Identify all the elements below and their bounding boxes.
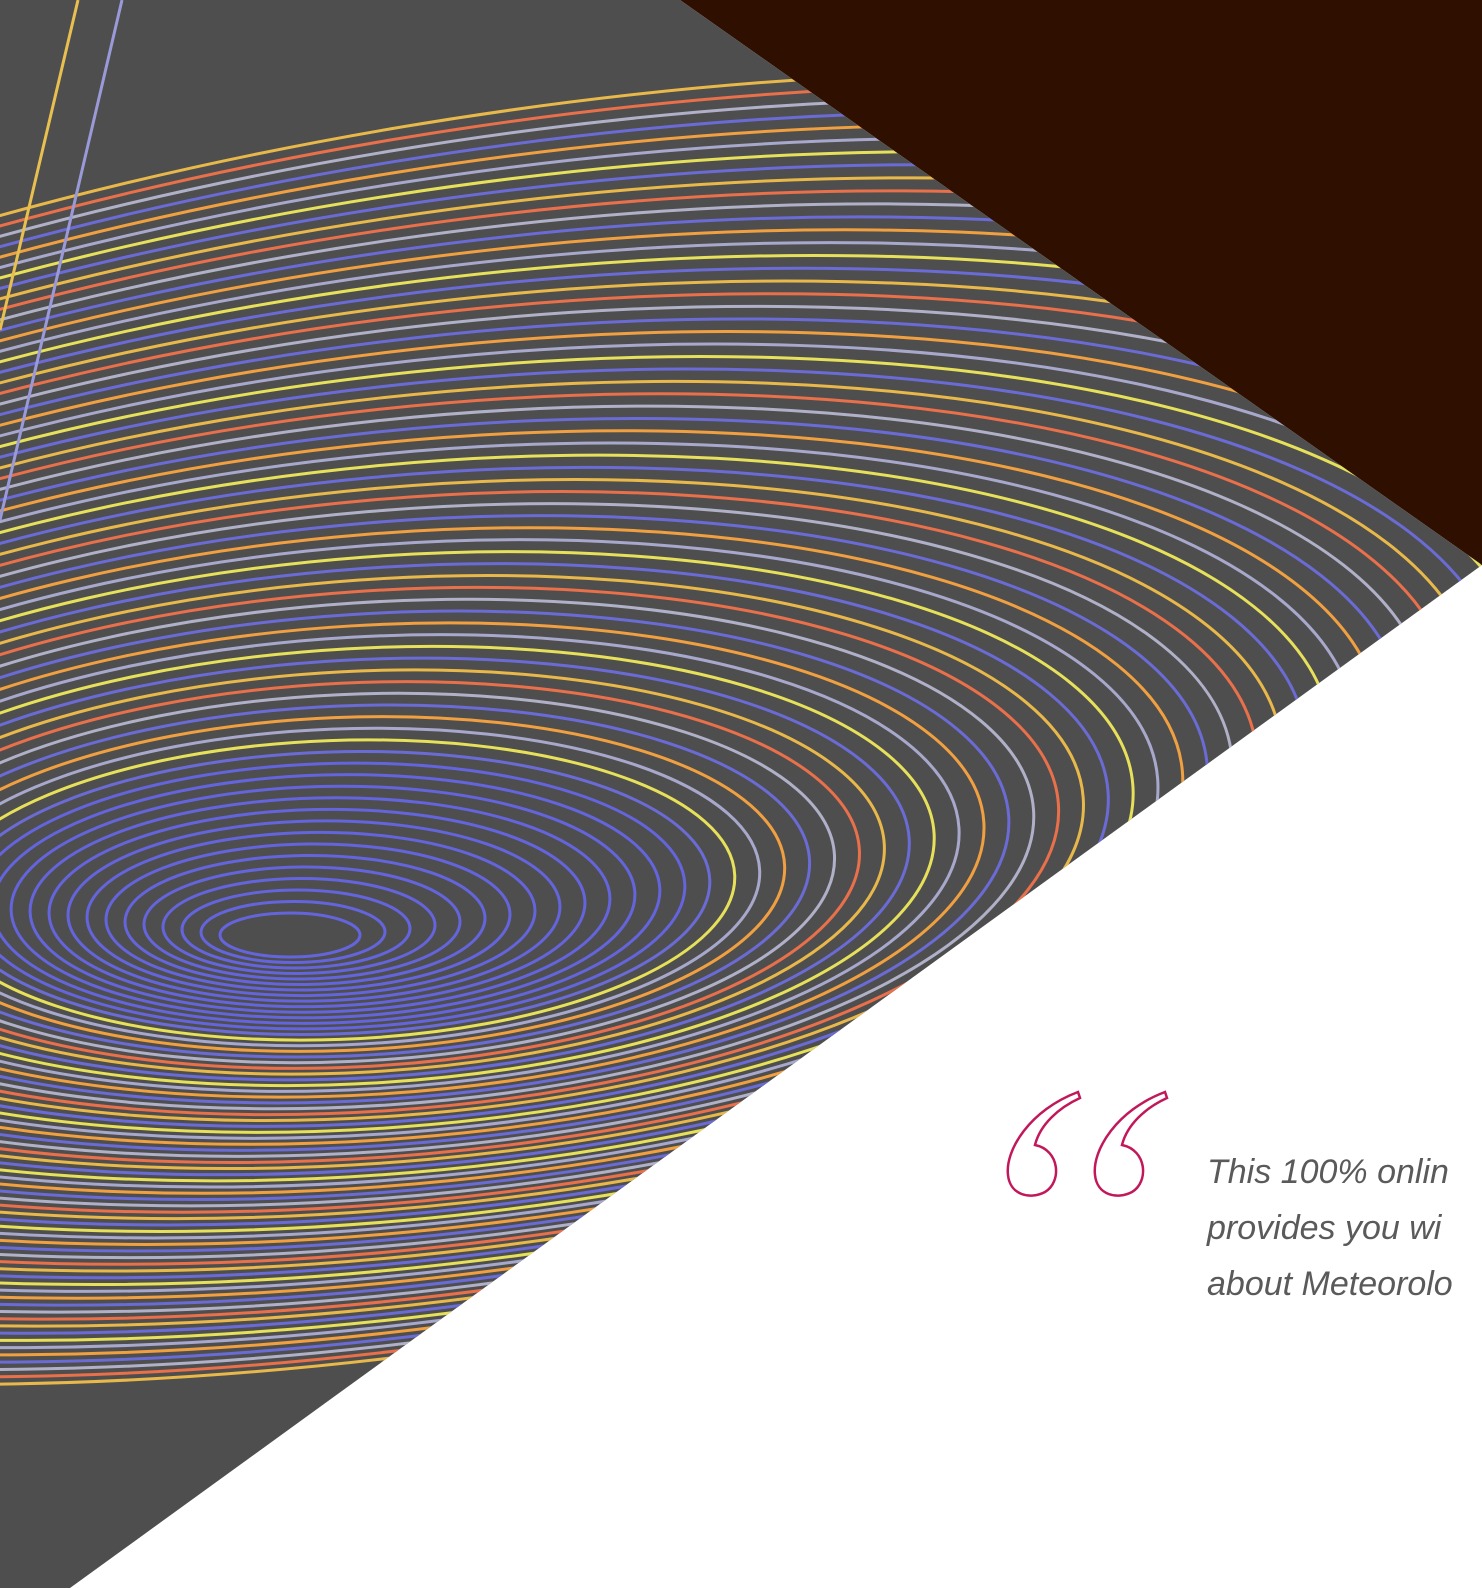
ring — [0, 726, 762, 1048]
ring — [0, 279, 1482, 1273]
streak — [0, 0, 80, 331]
ring — [0, 597, 1036, 1111]
streak — [0, 0, 124, 521]
ring — [0, 562, 1110, 1128]
ring — [0, 526, 1185, 1146]
ring — [218, 911, 362, 959]
ring — [28, 796, 612, 1014]
ring — [0, 773, 662, 1025]
quote-mark — [1093, 1090, 1169, 1197]
ring — [180, 888, 412, 970]
ring — [0, 538, 1160, 1140]
ring — [0, 703, 812, 1059]
ring — [0, 266, 1482, 1280]
ring — [0, 367, 1482, 1227]
ring — [66, 819, 562, 1003]
ring — [123, 853, 487, 987]
ring — [0, 317, 1482, 1253]
ring — [0, 738, 737, 1042]
ring — [0, 715, 787, 1053]
ring — [0, 691, 837, 1065]
ring — [0, 585, 1061, 1117]
ring — [0, 633, 961, 1093]
ring — [0, 574, 1085, 1122]
ring — [0, 668, 886, 1076]
ring — [0, 749, 712, 1037]
ring — [0, 644, 936, 1088]
ring — [199, 899, 387, 965]
ring — [0, 355, 1482, 1233]
ring — [104, 842, 512, 992]
quote-text: This 100% onlin — [1207, 1153, 1449, 1191]
ring — [0, 550, 1135, 1134]
ring — [0, 253, 1482, 1287]
ring — [9, 784, 637, 1020]
quote-mark — [1006, 1090, 1082, 1197]
ring — [0, 330, 1482, 1246]
quote-text: about Meteorolo — [1207, 1265, 1453, 1303]
ring — [161, 876, 437, 976]
quote-text: provides you wi — [1206, 1209, 1443, 1247]
ring — [142, 865, 462, 981]
ring — [0, 621, 986, 1099]
ring — [0, 680, 861, 1070]
ring — [47, 807, 587, 1009]
ring — [0, 292, 1482, 1266]
ring — [0, 609, 1011, 1105]
ring — [0, 304, 1482, 1260]
quote-icon — [1006, 1090, 1169, 1197]
ring — [0, 656, 911, 1082]
ring — [85, 830, 537, 998]
ring — [0, 761, 687, 1031]
ring — [0, 342, 1482, 1240]
